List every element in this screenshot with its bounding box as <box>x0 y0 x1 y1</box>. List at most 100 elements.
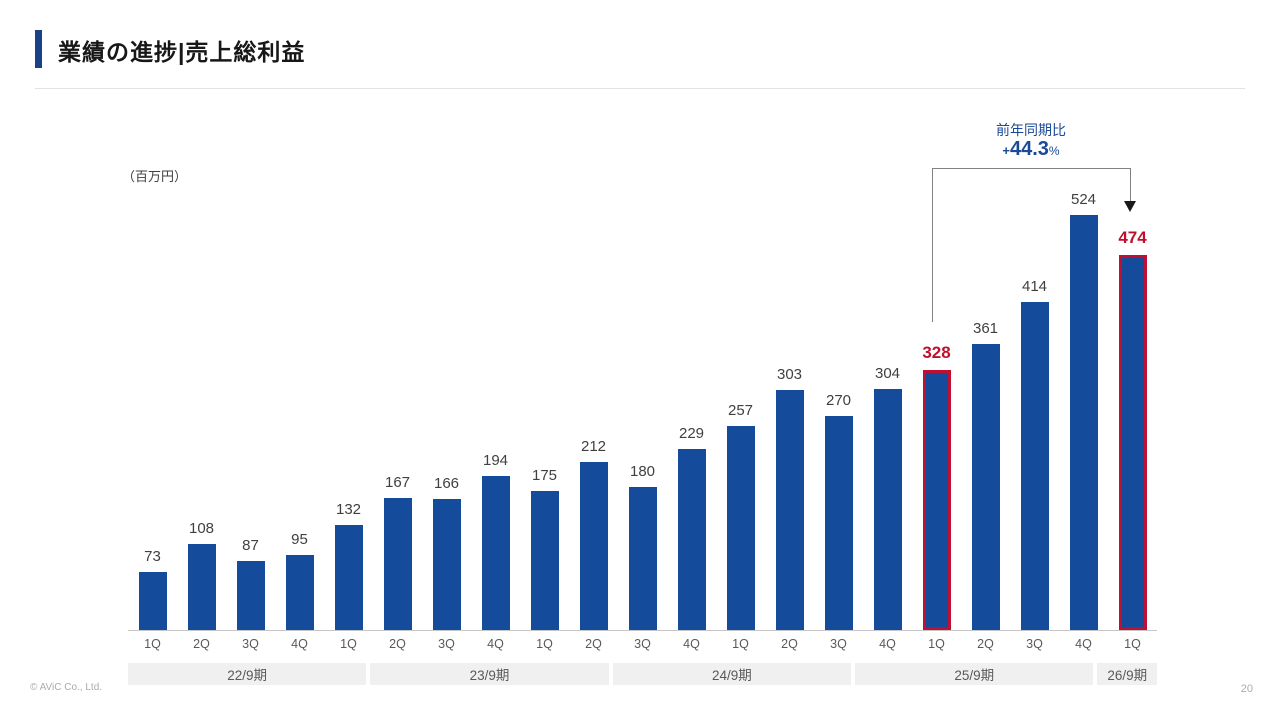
down-arrow-icon <box>1124 201 1136 212</box>
header-divider <box>35 88 1245 89</box>
bar-column: 328 <box>912 344 961 630</box>
bar-value-label: 166 <box>433 474 460 492</box>
bar-column: 304 <box>863 364 912 630</box>
axis-unit-label: （百万円） <box>122 169 188 184</box>
bar-column: 95 <box>275 530 324 630</box>
quarter-axis-row: 1Q 2Q 3Q 4Q 1Q 2Q 3Q 4Q 1Q 2Q 3Q 4Q 1Q 2Q 3Q 4Q 1Q 2Q 3Q 4Q… <box>128 637 1157 651</box>
bar-value-label: 414 <box>1021 277 1048 295</box>
quarter-tick-label: 4Q <box>879 637 896 651</box>
bar-column: 87 <box>226 536 275 630</box>
bar <box>334 525 363 630</box>
fiscal-year-band: 24/9期 <box>612 663 852 685</box>
page-title: 業績の進捗|売上総利益 <box>58 39 306 65</box>
bar-value-label: 167 <box>384 473 411 491</box>
bar <box>775 390 804 630</box>
yoy-bracket-left-line <box>932 168 933 322</box>
quarter-tick-label: 3Q <box>634 637 651 651</box>
bar <box>236 561 265 630</box>
yoy-percentage-number: 44.3 <box>1009 138 1049 160</box>
fiscal-year-band: 22/9期 <box>128 663 367 685</box>
bar-column: 180 <box>618 462 667 630</box>
bar-column: 414 <box>1010 277 1059 630</box>
quarter-tick-label: 4Q <box>291 637 308 651</box>
title-accent-bar <box>35 30 42 68</box>
quarter-tick-label: 1Q <box>340 637 357 651</box>
bar-value-label: 229 <box>678 424 705 442</box>
bar-value-label: 180 <box>629 462 656 480</box>
quarter-tick-label: 3Q <box>242 637 259 651</box>
bar <box>530 491 559 630</box>
bar <box>677 449 706 630</box>
bar <box>481 476 510 630</box>
bar <box>1020 302 1049 630</box>
bar-column: 175 <box>520 466 569 630</box>
bar-column: 524 <box>1059 191 1108 630</box>
quarter-tick-label: 2Q <box>193 637 210 651</box>
yoy-plus-sign: + <box>1002 143 1010 158</box>
bar <box>579 462 608 630</box>
bar-column: 212 <box>569 437 618 630</box>
bar-value-label: 257 <box>727 401 754 419</box>
bar-value-label: 95 <box>291 530 308 548</box>
bar-column: 270 <box>814 392 863 630</box>
bar-value-label: 87 <box>242 536 259 554</box>
bar-column: 194 <box>471 452 520 630</box>
bar-highlighted <box>1118 255 1147 630</box>
quarter-tick-label: 2Q <box>585 637 602 651</box>
bar-value-label: 132 <box>335 500 362 518</box>
quarter-tick-label: 2Q <box>781 637 798 651</box>
bar-highlighted <box>922 370 951 630</box>
quarter-tick-label: 4Q <box>487 637 504 651</box>
quarter-tick-label: 3Q <box>830 637 847 651</box>
bar-column: 132 <box>324 500 373 630</box>
bar-column: 257 <box>716 401 765 630</box>
bar-value-label: 361 <box>972 319 999 337</box>
quarter-tick-label: 4Q <box>683 637 700 651</box>
bar-column: 166 <box>422 474 471 630</box>
bar-value-label: 108 <box>188 519 215 537</box>
bar-column: 229 <box>667 424 716 630</box>
bar <box>824 416 853 630</box>
bar <box>187 544 216 630</box>
bar <box>873 389 902 630</box>
fiscal-year-band: 23/9期 <box>370 663 609 685</box>
bar <box>1069 215 1098 630</box>
quarter-tick-label: 3Q <box>1026 637 1043 651</box>
bar-column: 108 <box>177 519 226 630</box>
bar-value-label-highlighted: 328 <box>922 343 951 363</box>
gross-profit-bar-chart: 73 108 87 95 132 167 166 194 175 212 180 229 257 303 2… <box>128 100 1158 700</box>
bar-value-label: 303 <box>776 365 803 383</box>
quarter-tick-label: 2Q <box>389 637 406 651</box>
yoy-bracket-right-line <box>1130 168 1131 202</box>
yoy-percent-sign: % <box>1048 144 1060 158</box>
bar <box>971 344 1000 630</box>
yoy-annotation-title: 前年同期比 <box>996 122 1066 138</box>
bar-column: 474 <box>1108 229 1157 630</box>
bar-value-label: 175 <box>531 466 558 484</box>
quarter-tick-label: 4Q <box>1075 637 1092 651</box>
bar-column: 167 <box>373 473 422 630</box>
bars-area: 73 108 87 95 132 167 166 194 175 212 180 229 257 303 2… <box>128 100 1157 631</box>
quarter-tick-label: 1Q <box>536 637 553 651</box>
quarter-tick-label: 1Q <box>928 637 945 651</box>
bar-column: 303 <box>765 365 814 630</box>
bar <box>628 487 657 630</box>
fiscal-year-band-row: 22/9期 23/9期 24/9期 25/9期 26/9期 <box>128 663 1158 685</box>
quarter-tick-label: 3Q <box>438 637 455 651</box>
quarter-tick-label: 1Q <box>1124 637 1141 651</box>
bar <box>138 572 167 630</box>
bar <box>383 498 412 630</box>
bar-value-label: 304 <box>874 364 901 382</box>
page-number: 20 <box>1240 683 1253 695</box>
yoy-annotation-value: +44.3% <box>931 137 1131 161</box>
bar-value-label-highlighted: 474 <box>1118 228 1147 248</box>
bar <box>285 555 314 630</box>
quarter-tick-label: 1Q <box>144 637 161 651</box>
quarter-tick-label: 2Q <box>977 637 994 651</box>
bar <box>726 426 755 630</box>
bar-value-label: 73 <box>144 547 161 565</box>
yoy-bracket-horizontal-line <box>932 168 1131 169</box>
bar-column: 73 <box>128 547 177 630</box>
bar <box>432 499 461 630</box>
bar-value-label: 212 <box>580 437 607 455</box>
